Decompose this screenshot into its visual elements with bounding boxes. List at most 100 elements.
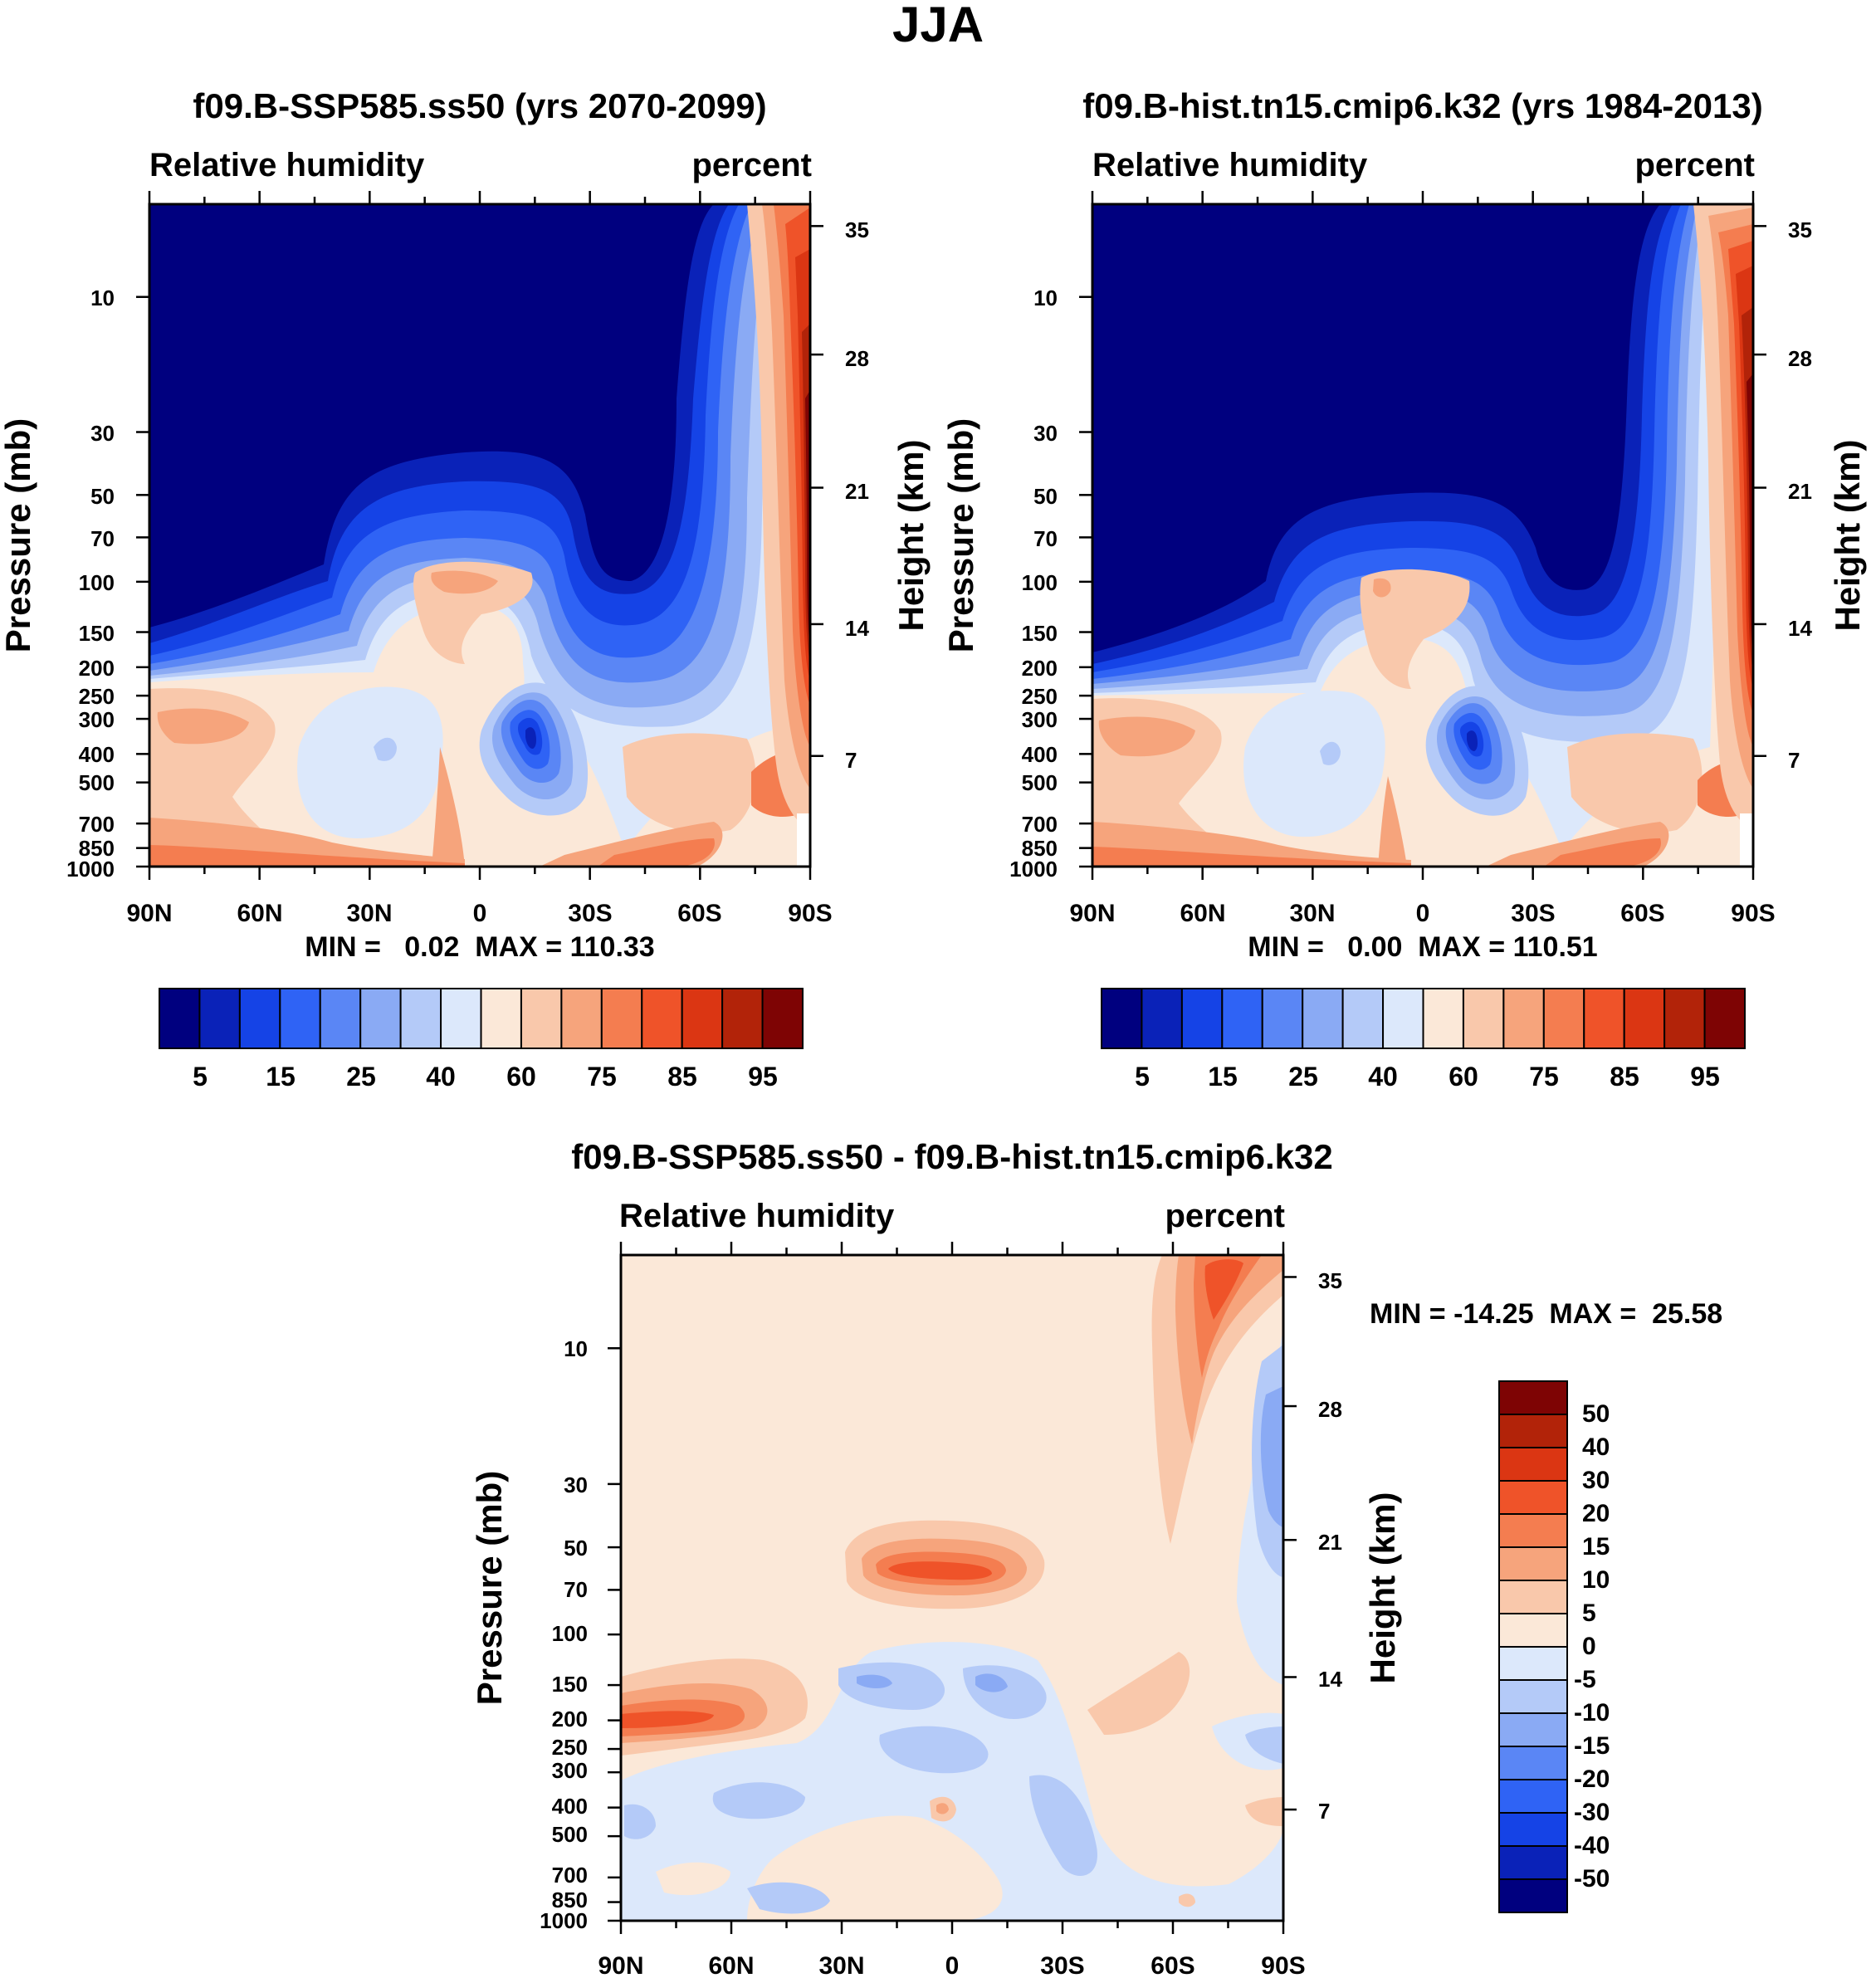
x-tick-label: 60S bbox=[1151, 1952, 1194, 1978]
y-tick-label: 100 bbox=[79, 570, 115, 595]
y-tick-label: 10 bbox=[90, 286, 115, 310]
height-tick-label: 21 bbox=[845, 479, 869, 504]
colorbar-swatch bbox=[198, 988, 241, 1049]
colorbar-swatch bbox=[1382, 988, 1424, 1049]
y-tick-label: 400 bbox=[1022, 742, 1058, 767]
x-tick-label: 30S bbox=[568, 900, 612, 927]
colorbar-label: 60 bbox=[506, 1062, 536, 1092]
panel-difference: f09.B-SSP585.ss50 - f09.B-hist.tn15.cmip… bbox=[470, 1137, 1722, 1978]
axis-ticks bbox=[1079, 191, 1766, 880]
y-axis-label: Pressure (mb) bbox=[0, 418, 37, 652]
panel-historical: f09.B-hist.tn15.cmip6.k32 (yrs 1984-2013… bbox=[941, 86, 1867, 1092]
height-tick-label: 28 bbox=[1788, 346, 1812, 371]
height-tick-label: 35 bbox=[1318, 1268, 1342, 1293]
height-tick-label: 7 bbox=[1788, 748, 1800, 773]
colorbar-swatch bbox=[1101, 988, 1143, 1049]
colorbar-swatch bbox=[1141, 988, 1183, 1049]
x-tick-label: 30S bbox=[1511, 900, 1555, 927]
panel-ssp585: f09.B-SSP585.ss50 (yrs 2070-2099) Relati… bbox=[0, 86, 931, 1092]
colorbar-swatch bbox=[1498, 1878, 1568, 1913]
x-tick-label: 90N bbox=[126, 900, 172, 927]
panel-title: f09.B-hist.tn15.cmip6.k32 (yrs 1984-2013… bbox=[1082, 86, 1762, 125]
x-tick-label: 30S bbox=[1040, 1952, 1084, 1978]
colorbar-label: -30 bbox=[1574, 1799, 1610, 1826]
x-tick-label: 30N bbox=[1289, 900, 1335, 927]
y-tick-label: 200 bbox=[552, 1707, 588, 1731]
y-tick-label: 300 bbox=[1022, 707, 1058, 732]
axis-ticks bbox=[608, 1242, 1297, 1934]
x-tick-label: 0 bbox=[1416, 900, 1430, 927]
colorbar-swatch bbox=[721, 988, 764, 1049]
y-tick-label: 150 bbox=[552, 1672, 588, 1697]
x-tick-label: 0 bbox=[473, 900, 487, 927]
height-tick-label: 28 bbox=[845, 346, 869, 371]
colorbar-swatch bbox=[480, 988, 522, 1049]
x-tick-label: 30N bbox=[818, 1952, 864, 1978]
colorbar-swatch bbox=[399, 988, 442, 1049]
contour-field bbox=[1092, 204, 1753, 867]
colorbar-swatch bbox=[1502, 988, 1545, 1049]
colorbar-swatch bbox=[159, 988, 201, 1049]
min-max-label: MIN = 0.00 MAX = 110.51 bbox=[1248, 931, 1597, 963]
x-tick-label: 60S bbox=[677, 900, 721, 927]
y-tick-label: 1000 bbox=[1009, 857, 1058, 882]
colorbar-swatch bbox=[1498, 1480, 1568, 1515]
colorbar-label: 85 bbox=[1610, 1062, 1639, 1092]
y-tick-label: 70 bbox=[564, 1577, 588, 1602]
colorbar-swatch bbox=[1498, 1447, 1568, 1482]
units-label: percent bbox=[1635, 147, 1756, 183]
height-tick-label: 14 bbox=[1318, 1667, 1342, 1692]
colorbar-swatch bbox=[1498, 1546, 1568, 1581]
y-tick-label: 1000 bbox=[66, 857, 115, 882]
figure-title: JJA bbox=[892, 0, 984, 52]
colorbar-swatch bbox=[319, 988, 362, 1049]
y-tick-label: 500 bbox=[79, 770, 115, 795]
colorbar-swatch bbox=[1498, 1646, 1568, 1681]
colorbar-label: 5 bbox=[1135, 1062, 1150, 1092]
x-tick-label: 90S bbox=[1731, 900, 1775, 927]
colorbar-label: -10 bbox=[1574, 1699, 1610, 1726]
y-tick-label: 70 bbox=[90, 526, 115, 551]
colorbar-label: 25 bbox=[346, 1062, 376, 1092]
colorbar-label: -50 bbox=[1574, 1865, 1610, 1893]
x-tick-label: 60N bbox=[708, 1952, 754, 1978]
colorbar-swatch bbox=[1663, 988, 1706, 1049]
y-tick-label: 50 bbox=[1033, 484, 1058, 509]
y-tick-label: 30 bbox=[564, 1473, 588, 1497]
y-tick-label: 1000 bbox=[540, 1908, 588, 1933]
colorbar-label: -15 bbox=[1574, 1732, 1610, 1760]
x-tick-label: 90N bbox=[1069, 900, 1115, 927]
units-label: percent bbox=[1165, 1198, 1286, 1234]
colorbar-label: -40 bbox=[1574, 1832, 1610, 1859]
colorbar-swatch bbox=[1422, 988, 1464, 1049]
colorbar-swatch bbox=[1302, 988, 1344, 1049]
y-tick-label: 700 bbox=[1022, 812, 1058, 837]
variable-label: Relative humidity bbox=[1092, 147, 1368, 183]
colorbar-label: 30 bbox=[1582, 1467, 1610, 1494]
colorbar-swatch bbox=[1261, 988, 1304, 1049]
x-tick-label: 90S bbox=[1261, 1952, 1305, 1978]
min-max-label: MIN = 0.02 MAX = 110.33 bbox=[305, 931, 654, 963]
x-tick-label: 90S bbox=[788, 900, 832, 927]
y-axis-label: Pressure (mb) bbox=[470, 1471, 509, 1705]
y-tick-label: 70 bbox=[1033, 526, 1058, 551]
colorbar-swatch bbox=[681, 988, 724, 1049]
colorbar-label: -5 bbox=[1574, 1666, 1596, 1693]
colorbar-label: 95 bbox=[748, 1062, 778, 1092]
y-tick-label: 150 bbox=[1022, 621, 1058, 646]
colorbar-label: 75 bbox=[587, 1062, 617, 1092]
y-axis-right-label: Height (km) bbox=[892, 440, 931, 632]
x-tick-label: 30N bbox=[346, 900, 392, 927]
y-tick-label: 400 bbox=[552, 1794, 588, 1819]
height-tick-label: 14 bbox=[1788, 616, 1812, 641]
colorbar-swatch bbox=[1623, 988, 1666, 1049]
colorbar-swatch bbox=[761, 988, 804, 1049]
colorbar-swatch bbox=[520, 988, 563, 1049]
y-tick-label: 50 bbox=[564, 1536, 588, 1560]
y-tick-label: 700 bbox=[552, 1863, 588, 1888]
y-tick-label: 250 bbox=[552, 1735, 588, 1760]
height-tick-label: 35 bbox=[845, 217, 869, 242]
y-axis-right-label: Height (km) bbox=[1363, 1492, 1402, 1684]
colorbar-label: 15 bbox=[1582, 1533, 1610, 1560]
